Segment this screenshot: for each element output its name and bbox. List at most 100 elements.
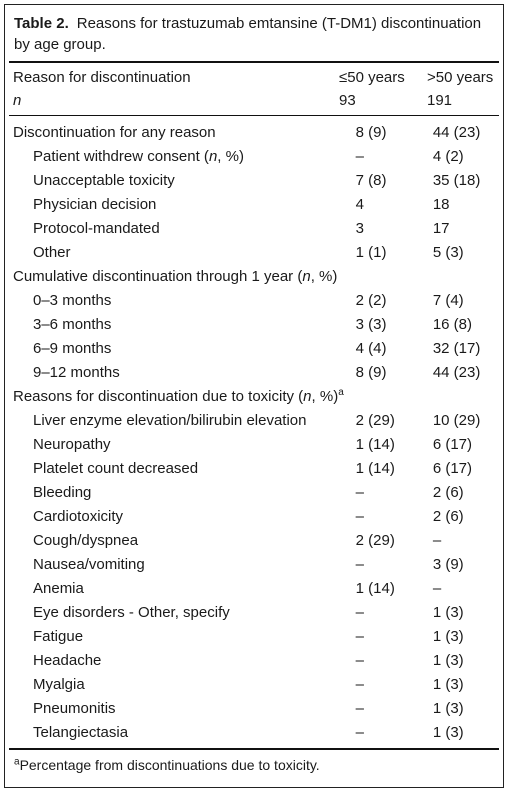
value-le50: 4 (4)	[355, 340, 387, 357]
row-label: Bleeding	[33, 484, 92, 501]
value-le50: 1 (1)	[355, 244, 387, 261]
row-label: Anemia	[33, 580, 84, 597]
table-row: 3–6 months 3 (3) 16 (8)	[9, 313, 501, 337]
value-le50: 1 (14)	[355, 436, 395, 453]
table-title: Reasons for trastuzumab emtansine (T-DM1…	[14, 15, 482, 53]
value-gt50: 1 (3)	[432, 700, 464, 717]
row-label: Cough/dyspnea	[33, 532, 139, 549]
footnote-text: Percentage from discontinuations due to …	[19, 757, 320, 773]
value-gt50: 5 (3)	[432, 244, 464, 261]
row-label: Headache	[33, 652, 102, 669]
value-gt50: 44 (23)	[432, 364, 481, 381]
value-le50: 2 (29)	[355, 532, 395, 549]
row-label: 0–3 months	[33, 292, 112, 309]
value-le50: –	[355, 604, 364, 621]
value-le50: 4	[355, 196, 364, 213]
value-le50: 3 (3)	[355, 316, 387, 333]
value-gt50: 1 (3)	[432, 652, 464, 669]
table-row: 6–9 months 4 (4) 32 (17)	[9, 337, 501, 361]
value-gt50: 7 (4)	[432, 292, 464, 309]
table-row: Cardiotoxicity – 2 (6)	[9, 505, 501, 529]
value-gt50: 1 (3)	[432, 724, 464, 741]
table-row: Nausea/vomiting – 3 (9)	[9, 553, 501, 577]
value-le50: –	[355, 556, 364, 573]
row-label: Eye disorders - Other, specify	[33, 604, 230, 621]
n-label: n	[13, 92, 22, 109]
value-le50: –	[355, 676, 364, 693]
value-gt50: 2 (6)	[432, 508, 464, 525]
value-le50	[356, 265, 433, 289]
n-le50: 93	[339, 92, 356, 109]
value-le50: 1 (14)	[355, 460, 395, 477]
bottom-rule	[9, 748, 499, 750]
data-table: Reason for discontinuation ≤50 years >50…	[9, 63, 501, 115]
table-row: Bleeding – 2 (6)	[9, 481, 501, 505]
row-label: Myalgia	[33, 676, 85, 693]
value-le50: –	[355, 628, 364, 645]
table-row: Patient withdrew consent (n, %) – 4 (2)	[9, 145, 501, 169]
table-row: 9–12 months 8 (9) 44 (23)	[9, 361, 501, 385]
table-row: Protocol-mandated 3 17	[9, 217, 501, 241]
footnote: aPercentage from discontinuations due to…	[5, 750, 503, 780]
table-row: Platelet count decreased 1 (14) 6 (17)	[9, 457, 501, 481]
value-gt50: 35 (18)	[432, 172, 481, 189]
row-label: Other	[33, 244, 71, 261]
value-gt50: 4 (2)	[432, 148, 464, 165]
header-row: Reason for discontinuation ≤50 years >50…	[9, 66, 501, 89]
table-row: Cumulative discontinuation through 1 yea…	[9, 265, 501, 289]
value-gt50: 10 (29)	[432, 412, 481, 429]
table-row: Anemia 1 (14) –	[9, 577, 501, 601]
header-age-gt50: >50 years	[427, 69, 494, 86]
value-gt50: 6 (17)	[432, 460, 473, 477]
table-row: Discontinuation for any reason 8 (9) 44 (2…	[9, 121, 501, 145]
table-row: Physician decision 4 18	[9, 193, 501, 217]
value-gt50: –	[432, 532, 442, 549]
value-le50: 2 (29)	[355, 412, 395, 429]
row-label: Unacceptable toxicity	[33, 172, 175, 189]
table-label: Table 2.	[14, 15, 69, 32]
n-row: n 93 191	[9, 89, 501, 112]
value-gt50: 1 (3)	[432, 604, 464, 621]
value-le50: 1 (14)	[355, 580, 395, 597]
value-le50: 2 (2)	[355, 292, 387, 309]
table-row: Telangiectasia – 1 (3)	[9, 721, 501, 745]
value-gt50	[433, 385, 501, 409]
row-label: Discontinuation for any reason	[13, 124, 216, 141]
row-label: 6–9 months	[33, 340, 112, 357]
value-gt50: 17	[432, 220, 450, 237]
value-gt50: 1 (3)	[432, 676, 464, 693]
table-caption: Table 2. Reasons for trastuzumab emtansin…	[5, 5, 503, 61]
row-label: Protocol-mandated	[33, 220, 160, 237]
n-gt50: 191	[427, 92, 453, 109]
top-rule	[9, 61, 499, 63]
table-row: Cough/dyspnea 2 (29) –	[9, 529, 501, 553]
table-row: Eye disorders - Other, specify – 1 (3)	[9, 601, 501, 625]
value-le50: –	[355, 700, 364, 717]
value-le50: 8 (9)	[355, 364, 387, 381]
value-le50: –	[355, 652, 364, 669]
table-row: Unacceptable toxicity 7 (8) 35 (18)	[9, 169, 501, 193]
row-label: Reasons for discontinuation due to toxic…	[13, 387, 344, 406]
row-label: Liver enzyme elevation/bilirubin elevati…	[33, 412, 307, 429]
table-row: Other 1 (1) 5 (3)	[9, 241, 501, 265]
value-gt50	[433, 265, 501, 289]
value-gt50: –	[432, 580, 442, 597]
table-row: Headache – 1 (3)	[9, 649, 501, 673]
row-label: Pneumonitis	[33, 700, 116, 717]
value-le50: 7 (8)	[355, 172, 387, 189]
table-frame: Table 2. Reasons for trastuzumab emtansin…	[4, 4, 504, 788]
row-label: Fatigue	[33, 628, 84, 645]
value-le50: –	[355, 148, 364, 165]
row-label: Cardiotoxicity	[33, 508, 124, 525]
value-gt50: 44 (23)	[432, 124, 481, 141]
row-label: Nausea/vomiting	[33, 556, 145, 573]
value-gt50: 2 (6)	[432, 484, 464, 501]
row-label: 9–12 months	[33, 364, 120, 381]
footnote-marker: a	[14, 756, 20, 768]
table-row: Reasons for discontinuation due to toxic…	[9, 385, 501, 409]
value-le50: –	[355, 508, 364, 525]
value-le50: –	[355, 724, 364, 741]
row-label: Neuropathy	[33, 436, 111, 453]
value-le50: 8 (9)	[355, 124, 387, 141]
value-gt50: 32 (17)	[432, 340, 481, 357]
